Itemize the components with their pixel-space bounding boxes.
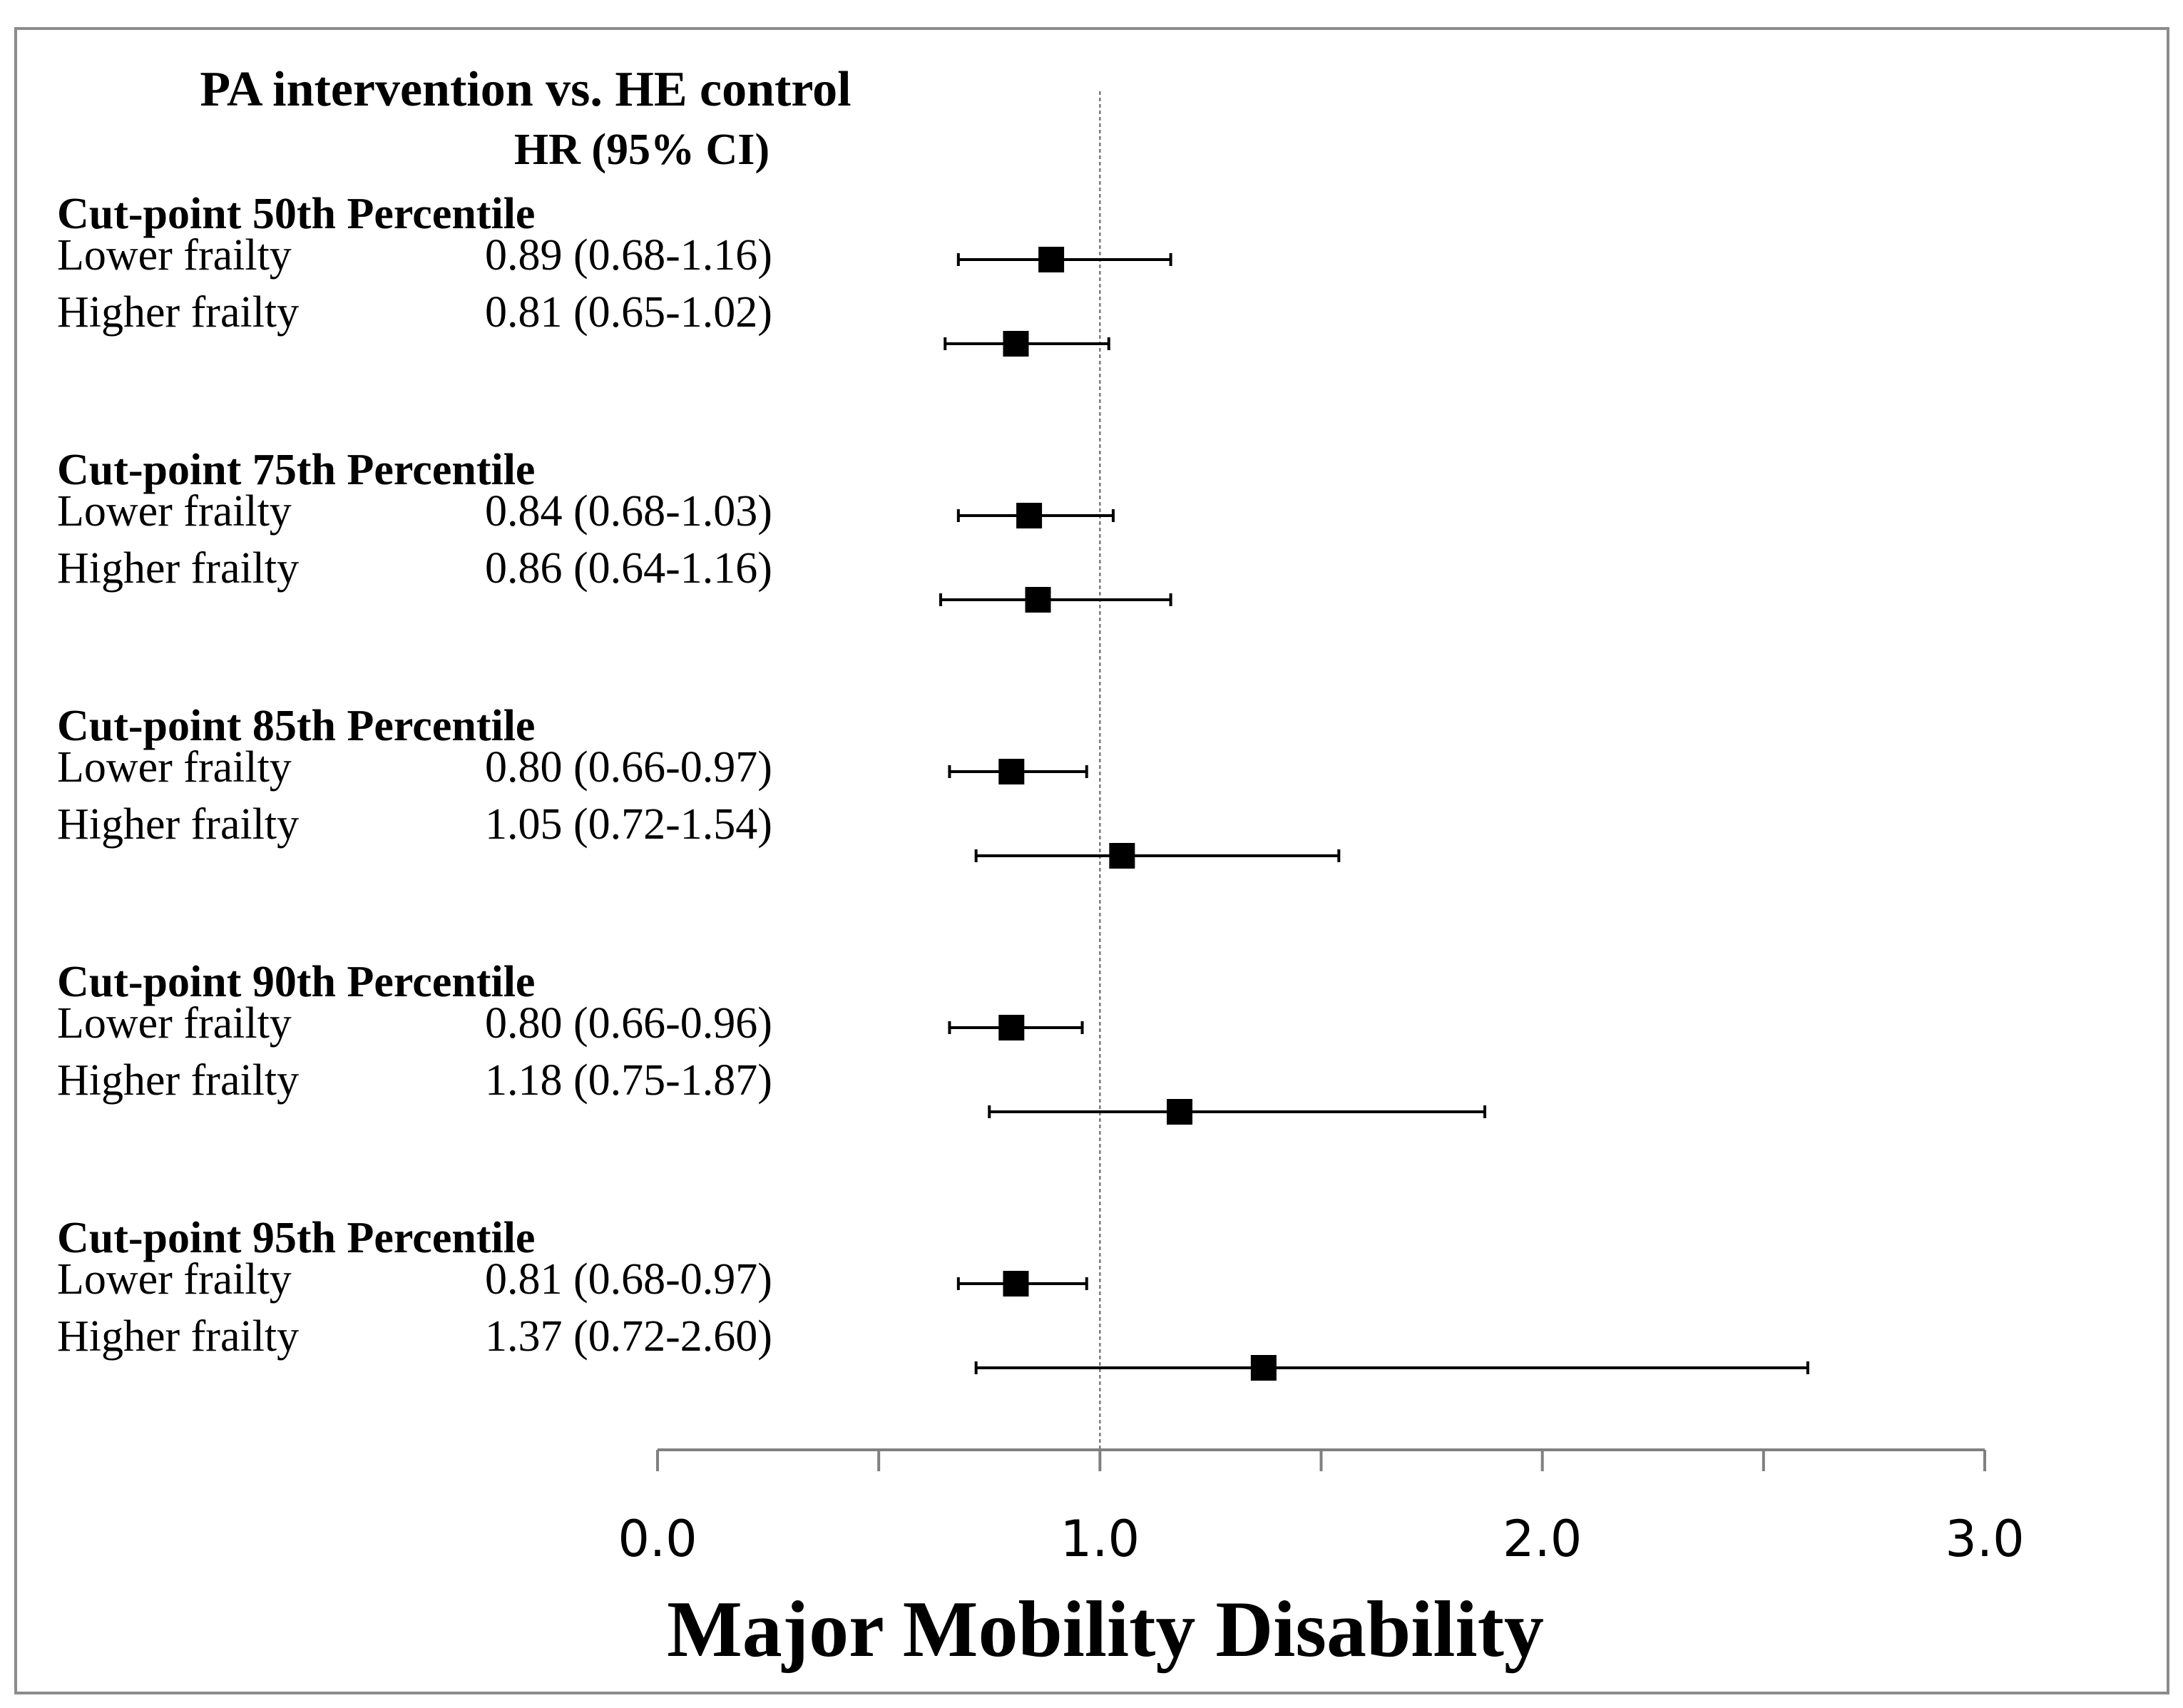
hr-marker [1025,587,1051,613]
x-tick-label: 2.0 [1503,1510,1582,1568]
x-tick-label: 3.0 [1945,1510,2024,1568]
row-label: Lower frailty [57,743,292,792]
group-label: Cut-point 50th Percentile [57,190,535,238]
hr-marker [998,1015,1025,1040]
hr-marker [998,759,1025,784]
hr-marker [1003,1271,1029,1297]
hr-marker [1250,1355,1277,1381]
row-estimate: 1.37 (0.72-2.60) [485,1312,772,1361]
row-label: Higher frailty [57,544,299,593]
hr-marker [1038,247,1065,272]
row-label: Lower frailty [57,999,292,1048]
hr-marker [1166,1099,1192,1125]
row-label: Higher frailty [57,800,299,849]
row-estimate: 0.80 (0.66-0.97) [485,743,772,792]
group-label: Cut-point 90th Percentile [57,958,535,1006]
x-axis-label: Major Mobility Disability [667,1585,1544,1674]
row-estimate: 1.05 (0.72-1.54) [485,800,772,849]
chart-subtitle: HR (95% CI) [514,126,770,174]
row-estimate: 0.89 (0.68-1.16) [485,231,772,280]
row-estimate: 0.86 (0.64-1.16) [485,544,772,593]
row-label: Higher frailty [57,288,299,337]
chart-frame [14,27,2169,1694]
group-label: Cut-point 75th Percentile [57,446,535,494]
row-estimate: 1.18 (0.75-1.87) [485,1056,772,1105]
row-estimate: 0.81 (0.68-0.97) [485,1255,772,1304]
group-label: Cut-point 95th Percentile [57,1214,535,1262]
row-estimate: 0.80 (0.66-0.96) [485,999,772,1048]
row-label: Higher frailty [57,1312,299,1361]
row-label: Lower frailty [57,1255,292,1304]
row-label: Lower frailty [57,231,292,280]
row-estimate: 0.81 (0.65-1.02) [485,288,772,337]
group-label: Cut-point 85th Percentile [57,702,535,750]
plot-area [939,91,1809,1461]
row-estimate: 0.84 (0.68-1.03) [485,487,772,536]
row-label: Higher frailty [57,1056,299,1105]
hr-marker [1016,503,1043,528]
hr-marker [1003,331,1029,357]
x-tick-label: 0.0 [618,1510,697,1568]
x-tick-label: 1.0 [1060,1510,1140,1568]
x-axis: 0.0 1.0 2.0 3.0 [618,1448,2025,1568]
hr-marker [1109,843,1135,869]
row-label: Lower frailty [57,487,292,536]
chart-title: PA intervention vs. HE control [200,62,851,117]
